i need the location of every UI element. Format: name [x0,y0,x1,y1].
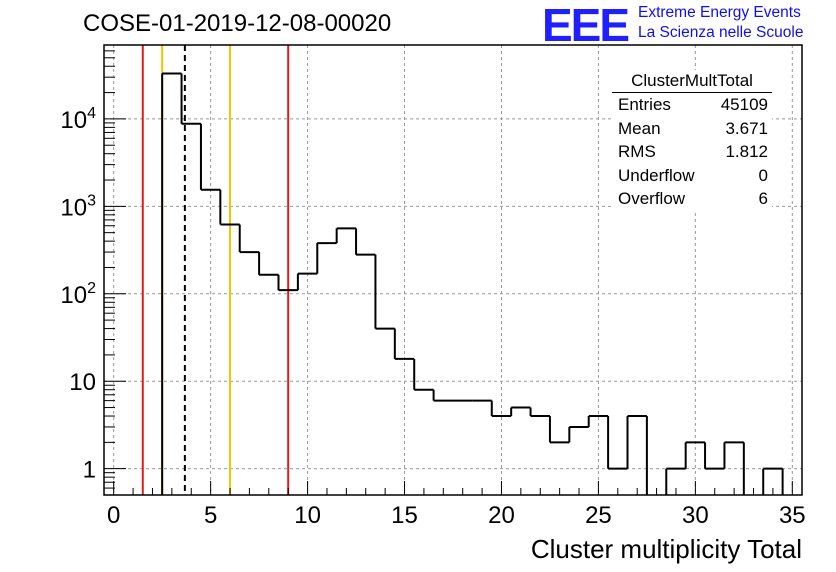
stat-row-rms: RMS 1.812 [612,140,772,164]
y-tick-label: 10 [69,369,96,396]
y-tick-label: 102 [60,280,96,309]
stat-row-entries: Entries 45109 [612,93,772,117]
axis-ticks [104,50,793,495]
tick-labels: 0 5 10 15 20 25 30 35 1 10 102 103 104 [60,105,805,529]
plot-frame [103,44,803,496]
stats-box: ClusterMultTotal Entries 45109 Mean 3.671 RM… [612,70,772,211]
stat-row-underflow: Underflow 0 [612,164,772,188]
x-tick-label: 5 [204,502,217,529]
x-tick-label: 30 [682,502,709,529]
x-tick-label: 25 [585,502,612,529]
y-tick-label: 104 [60,105,96,134]
eee-logo-mark: EEE [542,0,630,51]
plot-border [103,44,803,496]
stat-label: Underflow [618,165,695,185]
histogram-series [161,72,784,495]
x-tick-label: 35 [779,502,806,529]
x-tick-label: 20 [488,502,515,529]
stat-value: 1.812 [725,142,768,161]
x-tick-label: 10 [294,502,321,529]
stat-value: 3.671 [725,118,768,138]
stat-value: 6 [758,189,768,208]
reference-lines [141,45,290,495]
y-tick-label: 103 [60,192,96,221]
stat-label: RMS [618,142,656,161]
stat-label: Overflow [618,189,686,208]
x-tick-label: 0 [107,502,120,529]
stat-label: Mean [618,118,661,138]
stat-value: 0 [758,165,768,185]
x-axis-label: Cluster multiplicity Total [530,534,802,564]
stat-row-mean: Mean 3.671 [612,117,772,141]
logo-line-1: Extreme Energy Events [638,4,801,21]
stat-value: 45109 [720,95,768,114]
stats-rows: Entries 45109 Mean 3.671 RMS 1.812 Underflow 0 O… [612,93,772,211]
stat-row-overflow: Overflow 6 [612,187,772,211]
chart-title: COSE-01-2019-12-08-00020 [83,10,392,37]
stats-box-title: ClusterMultTotal [612,70,772,93]
y-tick-label: 1 [83,457,96,484]
x-tick-label: 15 [391,502,418,529]
stat-label: Entries [618,95,671,114]
logo-line-2: La Scienza nelle Scuole [638,24,804,41]
